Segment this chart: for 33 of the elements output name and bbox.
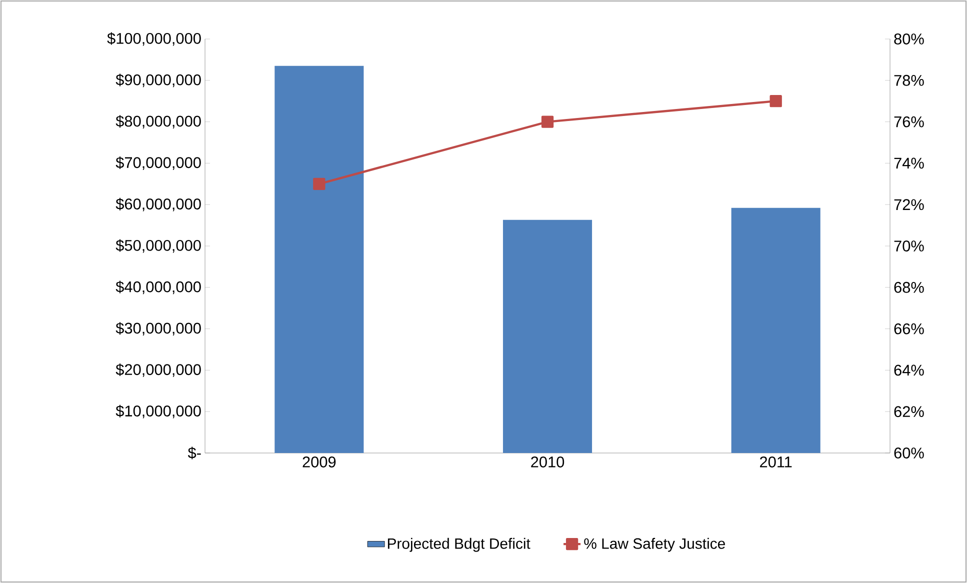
y2-tick-label: 76% bbox=[894, 116, 924, 128]
y-tick-label: $90,000,000 bbox=[116, 74, 201, 88]
y-tick-label: $40,000,000 bbox=[116, 280, 201, 294]
bar bbox=[502, 220, 592, 453]
y2-tick-label: 66% bbox=[894, 323, 924, 334]
y-tick-label: $60,000,000 bbox=[116, 198, 201, 212]
y2-tick-label: 72% bbox=[894, 199, 924, 210]
y2-tick-label: 78% bbox=[894, 74, 924, 86]
y-tick-label: $30,000,000 bbox=[116, 322, 201, 336]
legend-label: % Law Safety Justice bbox=[584, 538, 725, 552]
point bbox=[313, 178, 326, 190]
y2-tick-label: 64% bbox=[894, 364, 924, 376]
x-tick-label: 2011 bbox=[760, 456, 792, 468]
legend-label: Projected Bdgt Deficit bbox=[388, 538, 530, 552]
bar bbox=[731, 208, 820, 453]
y2-tick-label: 60% bbox=[894, 448, 924, 458]
y-tick-label: $50,000,000 bbox=[116, 239, 201, 253]
y-tick-label: $100,000,000 bbox=[107, 32, 201, 46]
y2-tick-label: 62% bbox=[894, 406, 924, 418]
y-tick-label: $20,000,000 bbox=[116, 364, 201, 377]
y2-tick-label: 74% bbox=[894, 158, 924, 169]
point bbox=[541, 116, 554, 128]
y2-tick-label: 70% bbox=[894, 240, 924, 252]
point bbox=[770, 95, 782, 108]
y-tick-label: $70,000,000 bbox=[116, 156, 201, 170]
x-tick-label: 2009 bbox=[302, 456, 336, 468]
x-tick-label: 2010 bbox=[531, 456, 564, 468]
y-tick-label: $10,000,000 bbox=[116, 404, 201, 418]
bar bbox=[274, 66, 364, 453]
y-tick-label: $- bbox=[188, 446, 201, 460]
y2-tick-label: 80% bbox=[894, 34, 924, 44]
y2-tick-label: 68% bbox=[894, 282, 924, 293]
y-tick-label: $80,000,000 bbox=[116, 115, 201, 128]
